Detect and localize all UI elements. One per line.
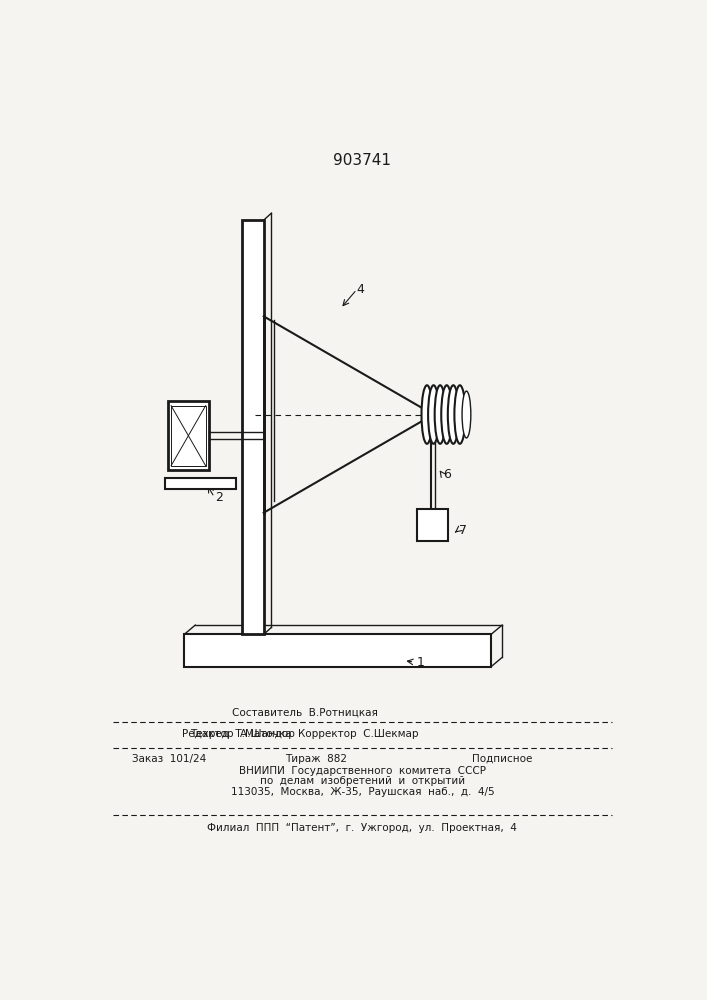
Text: Тираж  882: Тираж 882 <box>285 754 346 764</box>
Text: 5: 5 <box>461 400 469 413</box>
Text: 6: 6 <box>443 468 451 481</box>
Bar <box>165 478 236 489</box>
Ellipse shape <box>462 391 471 438</box>
Text: по  делам  изобретений  и  открытий: по делам изобретений и открытий <box>259 776 465 786</box>
Text: 1: 1 <box>417 656 425 669</box>
Text: Техред  Т.Маточка  Корректор  С.Шекмар: Техред Т.Маточка Корректор С.Шекмар <box>191 729 419 739</box>
Bar <box>185 634 491 667</box>
Text: 7: 7 <box>459 524 467 537</box>
Ellipse shape <box>421 385 433 444</box>
Text: Филиал  ППП  “Патент”,  г.  Ужгород,  ул.  Проектная,  4: Филиал ППП “Патент”, г. Ужгород, ул. Про… <box>207 823 518 833</box>
Bar <box>242 220 264 634</box>
Text: 903741: 903741 <box>333 153 392 168</box>
Bar <box>417 509 448 541</box>
Ellipse shape <box>441 385 452 444</box>
Text: 3: 3 <box>173 406 180 419</box>
Text: ВНИИПИ  Государственного  комитета  СССР: ВНИИПИ Государственного комитета СССР <box>239 766 486 776</box>
Text: Редактор  А.Шандор: Редактор А.Шандор <box>182 729 294 739</box>
Ellipse shape <box>448 385 459 444</box>
Text: Заказ  101/24: Заказ 101/24 <box>132 754 206 764</box>
Ellipse shape <box>435 385 445 444</box>
Ellipse shape <box>428 385 439 444</box>
Text: 2: 2 <box>216 491 223 504</box>
Text: Составитель  В.Ротницкая: Составитель В.Ротницкая <box>232 708 378 718</box>
Ellipse shape <box>455 385 465 444</box>
Text: 113035,  Москва,  Ж-35,  Раушская  наб.,  д.  4/5: 113035, Москва, Ж-35, Раушская наб., д. … <box>230 787 494 797</box>
Text: 4: 4 <box>357 283 365 296</box>
Bar <box>171 406 206 466</box>
Text: Подписное: Подписное <box>472 754 532 764</box>
Bar <box>168 401 209 470</box>
